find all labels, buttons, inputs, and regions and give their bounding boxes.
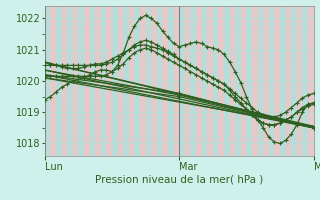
Bar [123, 6, 129, 156]
Bar [134, 6, 140, 156]
Bar [168, 6, 173, 156]
X-axis label: Pression niveau de la mer( hPa ): Pression niveau de la mer( hPa ) [95, 174, 263, 184]
Bar [258, 6, 263, 156]
Bar [302, 6, 308, 156]
Bar [56, 6, 61, 156]
Bar [263, 6, 269, 156]
Bar [285, 6, 291, 156]
Bar [118, 6, 123, 156]
Bar [101, 6, 107, 156]
Bar [275, 6, 280, 156]
Bar [224, 6, 230, 156]
Bar [62, 6, 67, 156]
Bar [179, 6, 185, 156]
Bar [196, 6, 202, 156]
Bar [230, 6, 235, 156]
Bar [78, 6, 84, 156]
Bar [219, 6, 224, 156]
Bar [151, 6, 157, 156]
Bar [163, 6, 168, 156]
Bar [308, 6, 314, 156]
Bar [207, 6, 213, 156]
Bar [157, 6, 163, 156]
Bar [185, 6, 190, 156]
Bar [252, 6, 258, 156]
Bar [280, 6, 286, 156]
Bar [174, 6, 179, 156]
Bar [202, 6, 207, 156]
Bar [140, 6, 146, 156]
Bar [235, 6, 241, 156]
Bar [73, 6, 78, 156]
Bar [95, 6, 101, 156]
Bar [106, 6, 112, 156]
Bar [51, 6, 56, 156]
Bar [45, 6, 51, 156]
Bar [90, 6, 95, 156]
Bar [146, 6, 151, 156]
Bar [129, 6, 134, 156]
Bar [112, 6, 118, 156]
Bar [190, 6, 196, 156]
Bar [269, 6, 275, 156]
Bar [241, 6, 246, 156]
Bar [84, 6, 90, 156]
Bar [246, 6, 252, 156]
Bar [291, 6, 297, 156]
Bar [297, 6, 302, 156]
Bar [67, 6, 73, 156]
Bar [213, 6, 219, 156]
